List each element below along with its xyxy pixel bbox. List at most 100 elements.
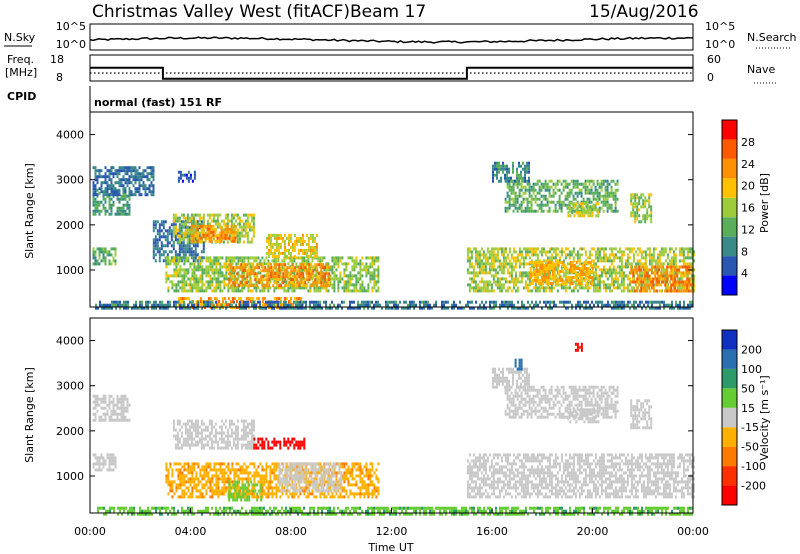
data-cell [313, 306, 315, 310]
data-cell [286, 272, 289, 276]
data-cell [136, 169, 139, 173]
data-cell [365, 256, 368, 260]
data-cell [162, 223, 165, 227]
data-cell [328, 275, 331, 279]
data-cell [179, 274, 182, 278]
data-cell [174, 225, 177, 229]
data-cell [120, 212, 123, 216]
data-cell [524, 191, 527, 195]
data-cell [606, 268, 609, 272]
data-cell [92, 203, 95, 207]
data-cell [508, 182, 511, 186]
data-cell [190, 239, 193, 243]
data-cell [526, 161, 528, 165]
data-cell [299, 248, 302, 252]
data-cell [601, 303, 603, 307]
data-cell [155, 300, 157, 304]
data-cell [610, 268, 613, 272]
data-cell [672, 289, 675, 293]
data-cell [237, 262, 240, 266]
data-cell [136, 172, 139, 176]
data-cell [235, 300, 238, 304]
data-cell [498, 259, 501, 263]
data-cell [171, 280, 174, 284]
data-cell [575, 279, 578, 282]
data-cell [676, 289, 679, 293]
data-cell [608, 274, 611, 278]
data-cell [646, 208, 649, 212]
data-cell [104, 175, 107, 179]
data-cell [343, 300, 345, 304]
data-cell [271, 300, 273, 304]
data-cell [572, 259, 575, 263]
data-cell [295, 265, 298, 269]
data-cell [466, 271, 469, 275]
data-cell [558, 259, 561, 263]
data-cell [385, 306, 387, 310]
data-cell [167, 262, 170, 266]
data-cell [531, 306, 533, 310]
data-cell [209, 262, 212, 266]
data-cell [215, 277, 218, 281]
data-cell [207, 271, 210, 275]
nave-tick-low: 0 [707, 71, 714, 84]
data-cell [512, 170, 514, 174]
data-cell [674, 259, 677, 263]
data-cell [381, 306, 383, 310]
data-cell [501, 303, 503, 307]
data-cell [361, 289, 364, 293]
data-cell [628, 280, 631, 284]
data-cell [676, 277, 679, 281]
data-cell [676, 265, 679, 269]
data-cell [580, 247, 583, 251]
data-cell [651, 306, 653, 310]
data-cell [179, 280, 182, 284]
data-cell [345, 286, 348, 290]
data-cell [317, 259, 320, 263]
data-cell [674, 271, 677, 275]
data-cell [530, 259, 533, 263]
data-cell [520, 253, 523, 257]
data-cell [104, 209, 107, 213]
data-cell [526, 203, 529, 207]
data-cell [132, 166, 135, 170]
data-cell [574, 265, 577, 269]
data-cell [574, 286, 577, 290]
data-cell [692, 274, 695, 278]
data-cell [600, 247, 603, 251]
data-cell [175, 300, 177, 304]
data-cell [277, 297, 280, 301]
data-cell [209, 303, 211, 307]
data-cell [588, 268, 591, 272]
data-cell [206, 213, 209, 217]
data-cell [373, 271, 376, 275]
data-cell [96, 181, 99, 185]
data-cell [98, 256, 101, 260]
data-cell [295, 239, 298, 243]
data-cell [619, 303, 621, 307]
data-cell [612, 179, 615, 183]
data-cell [566, 247, 569, 251]
data-cell [571, 264, 574, 267]
data-cell [193, 271, 196, 275]
data-cell [269, 280, 272, 284]
data-cell [179, 297, 182, 301]
data-cell [225, 306, 227, 310]
data-cell [580, 209, 583, 213]
data-cell [486, 262, 489, 266]
data-cell [268, 269, 271, 273]
data-cell [480, 259, 483, 263]
data-cell [96, 209, 99, 213]
data-cell [221, 271, 224, 275]
data-cell [526, 197, 529, 201]
data-cell [504, 173, 506, 177]
data-cell [221, 256, 224, 260]
data-cell [443, 306, 445, 310]
data-cell [178, 247, 181, 251]
data-cell [564, 197, 567, 201]
data-cell [188, 241, 191, 245]
data-cell [677, 306, 679, 310]
data-cell [320, 281, 323, 285]
data-cell [261, 280, 264, 284]
data-cell [652, 247, 655, 251]
